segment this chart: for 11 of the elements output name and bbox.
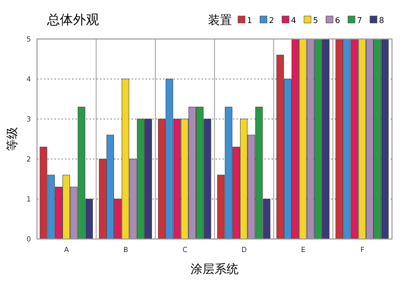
legend-label: 5 (313, 16, 318, 25)
legend-label: 8 (379, 16, 384, 25)
legend-title: 装置 (208, 13, 232, 27)
legend-label: 7 (357, 16, 362, 25)
legend-label: 2 (269, 16, 274, 25)
legend-label: 6 (335, 16, 340, 25)
legend-label: 1 (247, 16, 252, 25)
chart-title: 总体外观 (46, 13, 99, 28)
legend-label: 4 (291, 16, 296, 25)
x-axis-title: 涂层系统 (190, 262, 238, 276)
y-axis-title: 等级 (5, 127, 19, 151)
